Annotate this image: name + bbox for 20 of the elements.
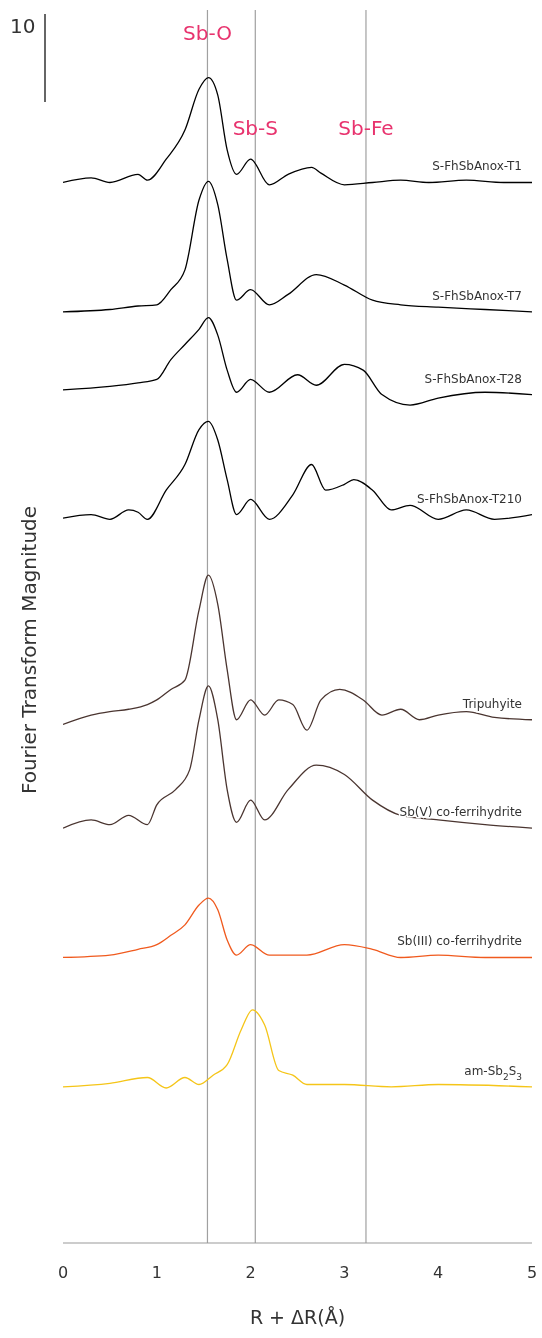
y-axis-title: Fourier Transform Magnitude (17, 505, 41, 795)
series-label: S-FhSbAnox-T1 (432, 159, 522, 174)
series-label: Tripuhyite (461, 696, 522, 711)
x-tick-label: 2 (245, 1263, 256, 1283)
series-label: Sb(III) co-ferrihydrite (397, 934, 522, 949)
x-tick-label: 3 (339, 1263, 350, 1283)
ref-line-label: Sb-S (232, 116, 278, 140)
x-tick-label: 4 (433, 1263, 444, 1283)
series-label: am-Sb$_{2}$S$_{3}$ (464, 1063, 522, 1082)
x-axis-title: R + ΔR(Å) (249, 1306, 346, 1328)
x-tick-label: 1 (151, 1263, 162, 1283)
series-label: S-FhSbAnox-T28 (424, 371, 522, 386)
text: 10 (10, 14, 36, 38)
x-tick-label: 0 (57, 1263, 69, 1283)
x-tick-label: 5 (526, 1263, 538, 1283)
series-label: S-FhSbAnox-T210 (416, 491, 522, 506)
series-label: Sb(V) co-ferrihydrite (399, 805, 522, 820)
ref-line-label: Sb-Fe (338, 116, 394, 140)
ref-line-label: Sb-O (183, 21, 232, 45)
series-label: S-FhSbAnox-T7 (432, 288, 522, 303)
